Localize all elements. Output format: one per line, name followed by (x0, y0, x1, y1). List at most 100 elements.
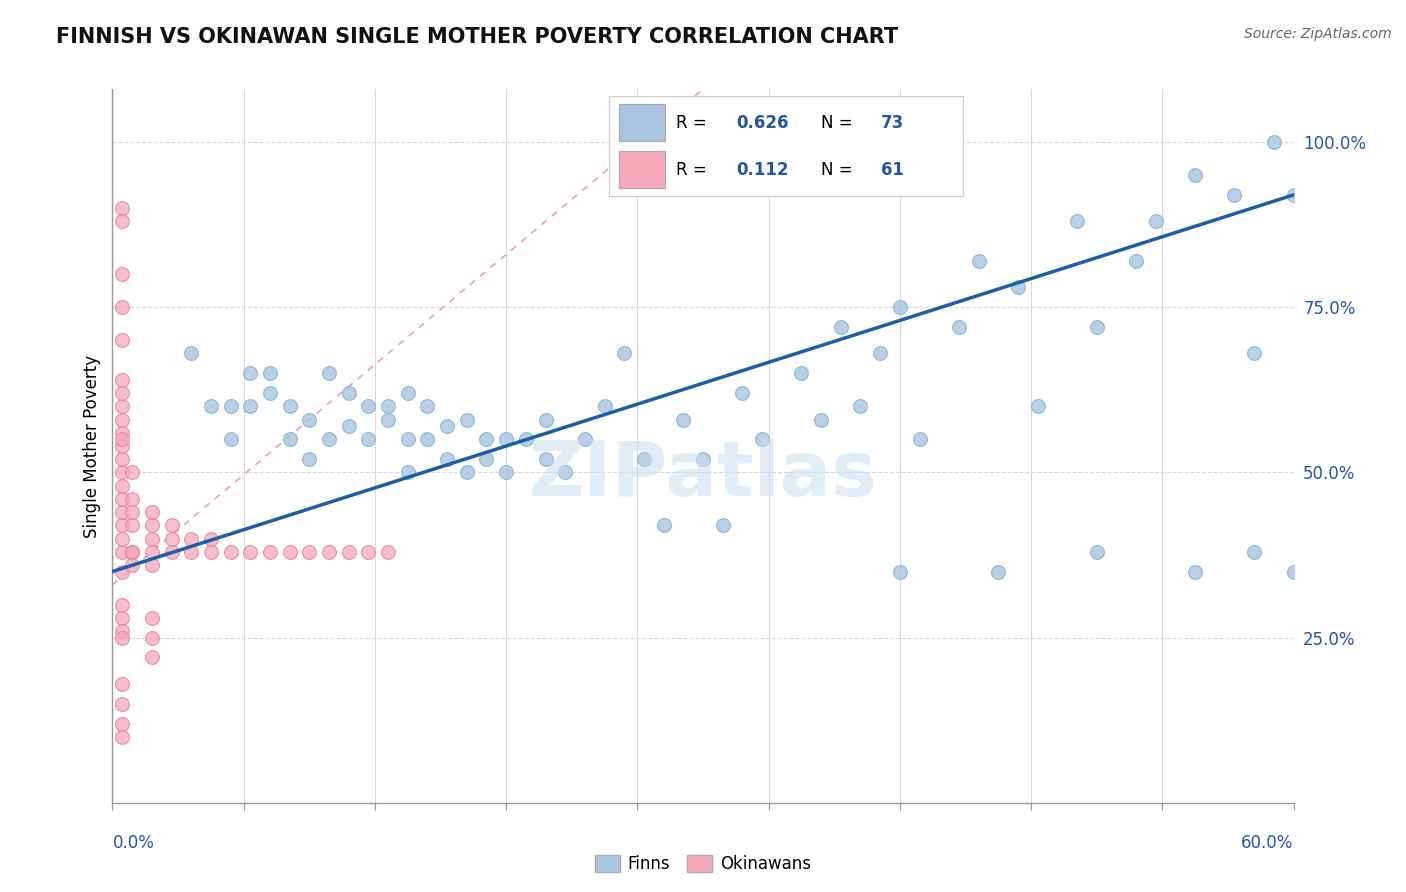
Point (219, 433, 242, 447)
Point (534, 412, 557, 426)
Point (337, 419, 360, 434)
Point (574, 433, 596, 447)
Point (377, 412, 399, 426)
Point (180, 532, 202, 546)
Point (1125, 254, 1147, 268)
Text: ZIPatlas: ZIPatlas (529, 438, 877, 511)
Point (111, 478, 134, 492)
Point (200, 400, 222, 414)
Point (121, 545, 143, 559)
Point (1085, 320, 1108, 334)
Legend: Finns, Okinawans: Finns, Okinawans (588, 848, 818, 880)
Point (111, 611, 134, 625)
Point (672, 412, 695, 426)
Point (239, 400, 262, 414)
Point (111, 452, 134, 467)
Point (111, 545, 134, 559)
Point (111, 624, 134, 638)
Point (357, 400, 380, 414)
Point (200, 545, 222, 559)
Point (180, 545, 202, 559)
Point (1263, 135, 1285, 149)
Point (396, 386, 419, 401)
Point (711, 518, 734, 533)
Point (121, 466, 143, 480)
Point (298, 452, 321, 467)
Point (830, 320, 852, 334)
Point (111, 598, 134, 612)
Point (200, 532, 222, 546)
Point (613, 346, 636, 360)
Point (121, 558, 143, 572)
Point (111, 518, 134, 533)
Point (111, 433, 134, 447)
Point (633, 452, 655, 467)
Point (436, 452, 458, 467)
Point (160, 545, 183, 559)
Point (357, 545, 380, 559)
Point (111, 214, 134, 228)
Point (111, 425, 134, 440)
Point (1066, 214, 1088, 228)
Point (475, 433, 498, 447)
Point (357, 433, 380, 447)
Point (111, 400, 134, 414)
Point (416, 433, 439, 447)
Point (111, 716, 134, 731)
Point (141, 611, 163, 625)
Point (751, 433, 773, 447)
Point (111, 373, 134, 387)
Point (111, 697, 134, 711)
Point (111, 565, 134, 579)
Point (219, 400, 242, 414)
Point (141, 650, 163, 665)
Point (731, 386, 754, 401)
Point (1184, 565, 1206, 579)
Point (495, 433, 517, 447)
Point (318, 367, 340, 381)
Point (111, 505, 134, 519)
Point (111, 677, 134, 691)
Point (160, 518, 183, 533)
Point (967, 254, 990, 268)
Point (141, 505, 163, 519)
Point (160, 532, 183, 546)
Point (593, 400, 616, 414)
Point (111, 439, 134, 453)
Point (259, 545, 281, 559)
Point (1085, 545, 1108, 559)
Point (987, 565, 1010, 579)
Point (337, 545, 360, 559)
Text: 0.0%: 0.0% (112, 834, 155, 852)
Point (111, 532, 134, 546)
Text: 60.0%: 60.0% (1241, 834, 1294, 852)
Point (298, 412, 321, 426)
Point (318, 433, 340, 447)
Point (259, 386, 281, 401)
Point (692, 452, 714, 467)
Point (111, 631, 134, 645)
Point (475, 452, 498, 467)
Point (1007, 280, 1029, 294)
Point (259, 367, 281, 381)
Point (889, 300, 911, 314)
Point (1243, 346, 1265, 360)
Point (121, 518, 143, 533)
Point (1026, 400, 1049, 414)
Point (456, 412, 478, 426)
Point (869, 346, 891, 360)
Point (1144, 214, 1167, 228)
Point (495, 466, 517, 480)
Point (239, 367, 262, 381)
Point (1223, 188, 1246, 202)
Point (141, 631, 163, 645)
Point (652, 518, 675, 533)
Point (810, 412, 832, 426)
Point (318, 545, 340, 559)
Point (377, 400, 399, 414)
Point (141, 558, 163, 572)
Point (239, 545, 262, 559)
Point (396, 466, 419, 480)
Point (111, 333, 134, 347)
Point (416, 400, 439, 414)
